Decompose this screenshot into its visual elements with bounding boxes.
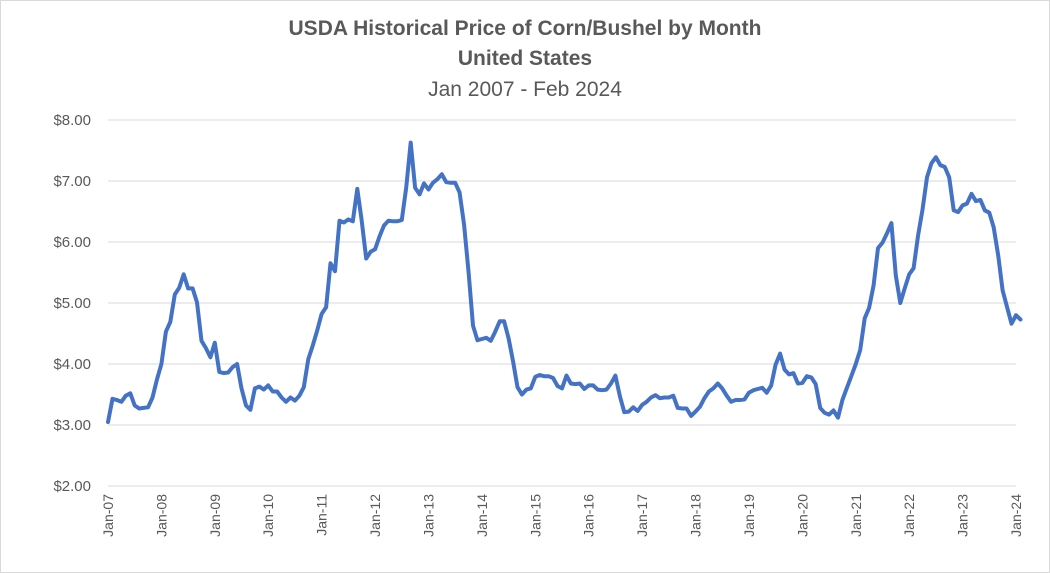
x-tick-label: Jan-15 bbox=[527, 494, 543, 537]
x-tick-label: Jan-23 bbox=[955, 494, 971, 537]
y-tick-label: $2.00 bbox=[53, 478, 91, 495]
y-tick-label: $8.00 bbox=[53, 112, 91, 129]
chart-subtitle: United States bbox=[457, 47, 593, 70]
x-tick-label: Jan-09 bbox=[207, 494, 223, 537]
x-tick-label: Jan-17 bbox=[634, 494, 650, 537]
x-tick-label: Jan-16 bbox=[581, 494, 597, 537]
y-tick-label: $5.00 bbox=[53, 295, 91, 312]
x-tick-label: Jan-11 bbox=[314, 494, 330, 536]
y-tick-label: $7.00 bbox=[53, 173, 91, 190]
x-tick-label: Jan-10 bbox=[260, 494, 276, 537]
x-tick-label: Jan-14 bbox=[474, 494, 490, 537]
x-tick-label: Jan-21 bbox=[848, 494, 864, 537]
chart-title: USDA Historical Price of Corn/Bushel by … bbox=[288, 17, 762, 40]
y-axis-tick-labels: $2.00 $3.00 $4.00 $5.00 $6.00 $7.00 $8.00 bbox=[53, 112, 91, 495]
chart-date-range: Jan 2007 - Feb 2024 bbox=[428, 78, 622, 101]
x-tick-label: Jan-18 bbox=[688, 494, 704, 537]
price-series-line bbox=[106, 140, 1023, 424]
x-tick-label: Jan-20 bbox=[794, 494, 810, 537]
x-tick-label: Jan-07 bbox=[100, 494, 116, 537]
x-axis-tick-labels: Jan-07 Jan-08 Jan-09 Jan-10 Jan-11 Jan-12 Jan-… bbox=[100, 494, 1024, 537]
y-tick-label: $4.00 bbox=[53, 356, 91, 373]
chart-titles: USDA Historical Price of Corn/Bushel by … bbox=[0, 14, 1050, 106]
x-tick-label: Jan-19 bbox=[741, 494, 757, 537]
x-tick-label: Jan-13 bbox=[420, 494, 436, 537]
plot-area bbox=[106, 140, 1023, 424]
y-tick-label: $3.00 bbox=[53, 417, 91, 434]
y-tick-label: $6.00 bbox=[53, 234, 91, 251]
gridlines bbox=[108, 119, 1016, 487]
x-tick-label: Jan-24 bbox=[1008, 494, 1024, 537]
x-tick-label: Jan-12 bbox=[367, 494, 383, 537]
x-tick-label: Jan-22 bbox=[901, 494, 917, 537]
x-tick-label: Jan-08 bbox=[153, 494, 169, 537]
